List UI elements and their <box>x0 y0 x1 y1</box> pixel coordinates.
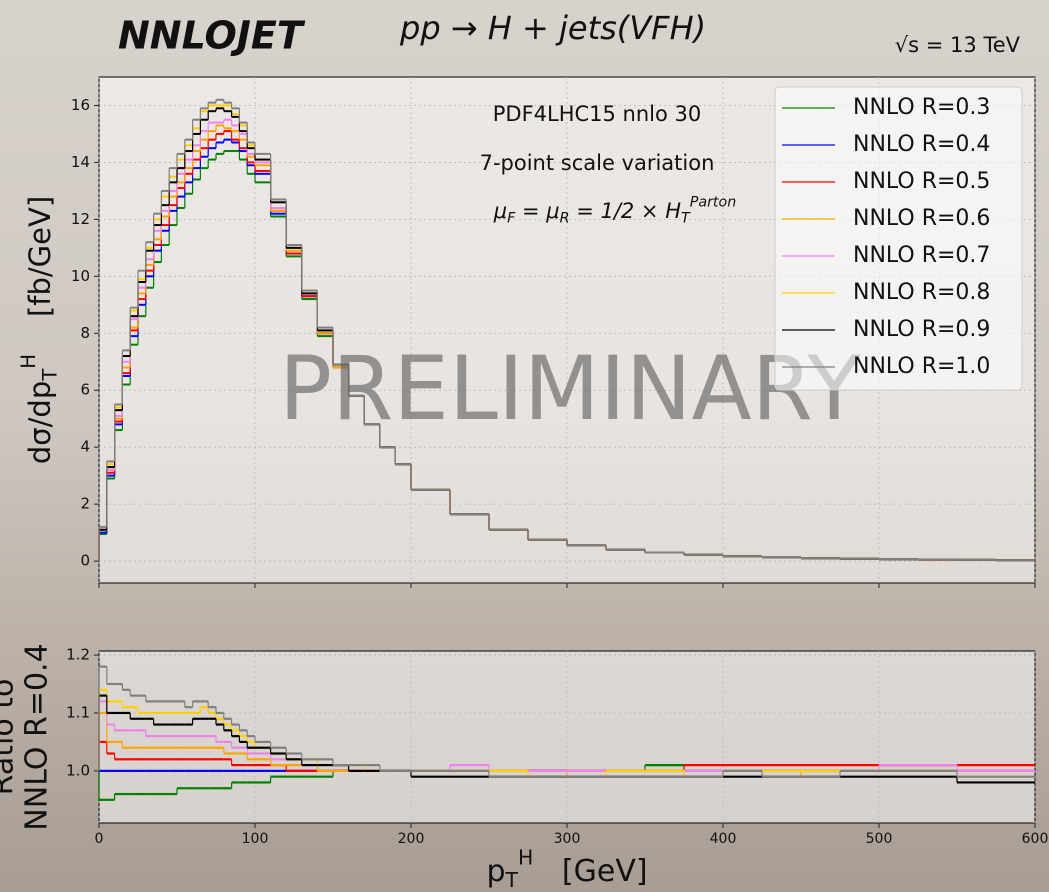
chart-title: pp → H + jets(VFH) <box>399 9 706 47</box>
legend-box <box>774 86 1023 391</box>
y-tick-label: 1.0 <box>66 761 90 779</box>
logo: NNLOJET <box>118 14 306 58</box>
x-axis-label: pTH [GeV] <box>486 846 647 892</box>
energy-label: √s = 13 TeV <box>895 33 1021 57</box>
legend-label: NNLO R=0.5 <box>853 169 990 194</box>
y-tick-label: 6 <box>80 381 90 399</box>
y-tick-label: 2 <box>80 495 90 513</box>
y-axis-label: Ratio to <box>0 679 21 796</box>
legend-label: NNLO R=0.6 <box>853 206 990 231</box>
x-tick-label: 500 <box>866 831 893 847</box>
series <box>98 98 1035 562</box>
annotation: PDF4LHC15 nnlo 30 <box>493 102 702 126</box>
y-tick-label: 8 <box>80 324 90 342</box>
y-tick-label: 4 <box>80 438 90 456</box>
y-tick-label: 14 <box>71 153 90 171</box>
y-tick-label: 16 <box>71 96 90 114</box>
x-tick-label: 600 <box>1022 831 1049 847</box>
y-axis-label: NNLO R=0.4 <box>20 643 55 830</box>
x-tick-label: 0 <box>95 831 104 847</box>
y-tick-label: 1.1 <box>66 703 90 721</box>
series <box>98 665 1035 778</box>
legend-label: NNLO R=1.0 <box>853 354 990 379</box>
legend-label: NNLO R=0.3 <box>853 95 990 120</box>
legend-label: NNLO R=0.7 <box>853 243 990 268</box>
x-tick-label: 400 <box>710 831 737 847</box>
y-axis-label: dσ/dpTH [fb/GeV] <box>16 196 61 464</box>
legend: NNLO R=0.3 NNLO R=0.4 NNLO R=0.5 NNLO R=0.6… <box>774 86 1023 391</box>
y-tick-label: 0 <box>80 552 90 570</box>
x-tick-label: 300 <box>554 831 581 847</box>
y-tick-label: 1.2 <box>66 646 90 664</box>
y-tick-label: 10 <box>71 267 90 285</box>
watermark: PRELIMINARY <box>279 337 861 440</box>
legend-label: NNLO R=0.8 <box>853 280 990 305</box>
legend-label: NNLO R=0.4 <box>853 132 990 157</box>
annotation: 7-point scale variation <box>480 151 715 175</box>
y-tick-label: 12 <box>71 210 90 228</box>
legend-label: NNLO R=0.9 <box>853 317 990 342</box>
x-tick-label: 200 <box>398 831 425 847</box>
annotation: μF = μR = 1/2 × HTParton <box>493 195 737 227</box>
x-tick-label: 100 <box>242 831 269 847</box>
